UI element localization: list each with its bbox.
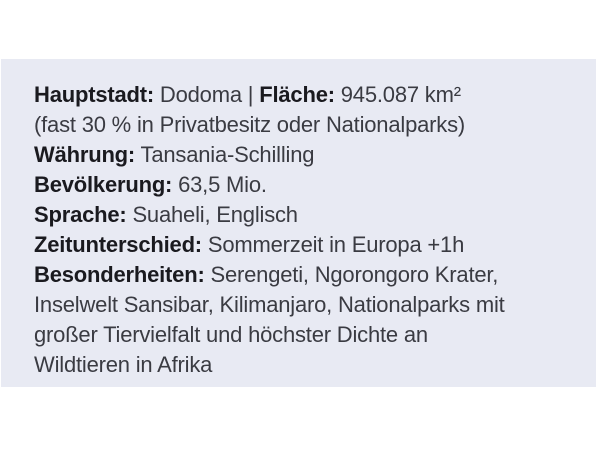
fact-text: 945.087 km² bbox=[334, 82, 461, 107]
fact-line: Besonderheiten: Serengeti, Ngorongoro Kr… bbox=[34, 260, 588, 290]
fact-line: (fast 30 % in Privatbesitz oder National… bbox=[34, 110, 588, 140]
fact-line: Hauptstadt: Dodoma | Fläche: 945.087 km² bbox=[34, 80, 588, 110]
fact-text: Dodoma | bbox=[154, 82, 260, 107]
fact-line: Wildtieren in Afrika bbox=[34, 350, 588, 380]
country-facts-box: Hauptstadt: Dodoma | Fläche: 945.087 km²… bbox=[1, 59, 596, 387]
fact-text: 63,5 Mio. bbox=[172, 172, 267, 197]
fact-line: Inselwelt Sansibar, Kilimanjaro, Nationa… bbox=[34, 290, 588, 320]
fact-text: Suaheli, Englisch bbox=[126, 202, 298, 227]
fact-label: Bevölkerung: bbox=[34, 172, 173, 197]
fact-text: Inselwelt Sansibar, Kilimanjaro, Nationa… bbox=[34, 292, 505, 317]
fact-text: großer Tiervielfalt und höchster Dichte … bbox=[34, 322, 428, 347]
fact-line: Bevölkerung: 63,5 Mio. bbox=[34, 170, 588, 200]
fact-line: großer Tiervielfalt und höchster Dichte … bbox=[34, 320, 588, 350]
fact-line: Sprache: Suaheli, Englisch bbox=[34, 200, 588, 230]
fact-text: Serengeti, Ngorongoro Krater, bbox=[204, 262, 499, 287]
fact-text: Wildtieren in Afrika bbox=[34, 352, 213, 377]
fact-label: Besonderheiten: bbox=[34, 262, 205, 287]
fact-text: (fast 30 % in Privatbesitz oder National… bbox=[34, 112, 465, 137]
fact-label: Sprache: bbox=[34, 202, 127, 227]
fact-label: Zeitunterschied: bbox=[34, 232, 202, 257]
fact-text: Tansania-Schilling bbox=[135, 142, 315, 167]
fact-label: Fläche: bbox=[259, 82, 335, 107]
fact-label: Hauptstadt: bbox=[34, 82, 155, 107]
fact-text: Sommerzeit in Europa +1h bbox=[201, 232, 465, 257]
fact-label: Währung: bbox=[34, 142, 136, 167]
fact-line: Währung: Tansania-Schilling bbox=[34, 140, 588, 170]
fact-line: Zeitunterschied: Sommerzeit in Europa +1… bbox=[34, 230, 588, 260]
